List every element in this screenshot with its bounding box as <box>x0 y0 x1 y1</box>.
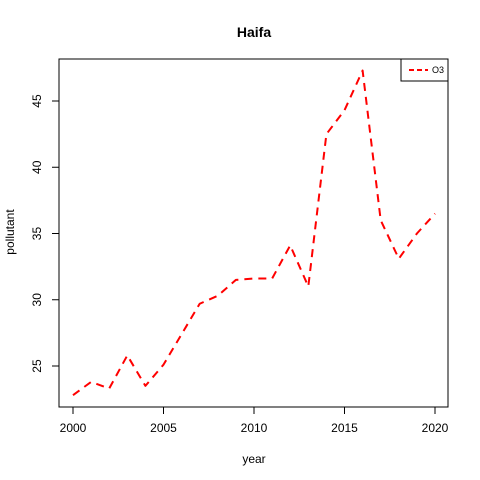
plot-area-frame <box>58 58 449 408</box>
y-tick-label: 30 <box>30 293 44 307</box>
y-tick-label: 40 <box>30 160 44 174</box>
y-tick-label: 45 <box>30 94 44 108</box>
legend-box <box>400 58 449 82</box>
y-axis: 25 30 35 40 45 <box>30 94 60 373</box>
legend: O3 <box>400 58 449 82</box>
x-axis: 2000 2005 2010 2015 2020 <box>60 406 449 435</box>
y-tick-label: 25 <box>30 359 44 373</box>
y-tick-label: 35 <box>30 227 44 241</box>
x-tick-label: 2020 <box>422 421 449 435</box>
series-line-o3 <box>72 69 436 396</box>
series-layer <box>72 69 436 396</box>
chart-title: Haifa <box>237 24 271 40</box>
legend-label-o3: O3 <box>432 65 444 75</box>
x-tick-label: 2000 <box>60 421 87 435</box>
x-tick-label: 2010 <box>241 421 268 435</box>
x-tick-label: 2015 <box>331 421 358 435</box>
x-tick-label: 2005 <box>150 421 177 435</box>
x-axis-label: year <box>242 452 265 466</box>
y-axis-label: pollutant <box>3 209 17 255</box>
